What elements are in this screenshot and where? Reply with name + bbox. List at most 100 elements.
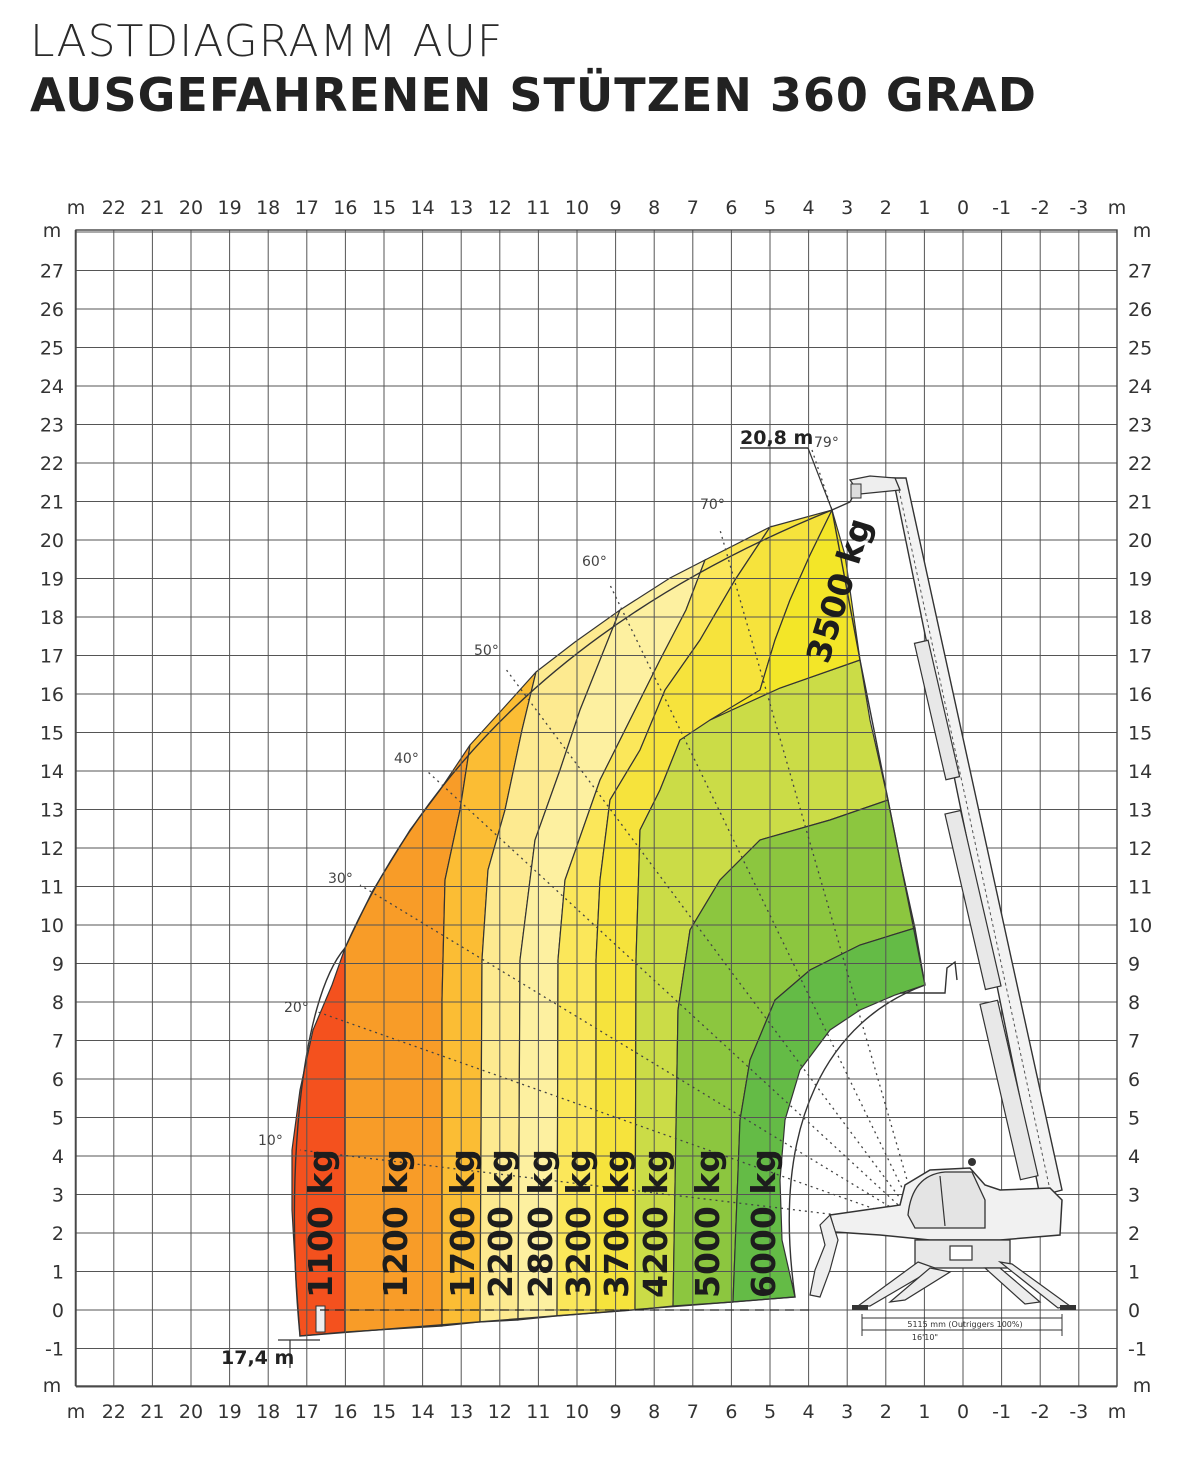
labels: 20,8 m 17,4 m 1100 kg 1200 kg 1700 kg 2200 kg… [221, 427, 879, 1369]
y-tick-label-left: 4 [52, 1146, 64, 1168]
x-tick-label-bottom: 22 [102, 1401, 126, 1423]
front-arm [809, 1213, 839, 1298]
x-tick-label-top: 13 [449, 197, 473, 219]
y-tick-label-right: 2 [1128, 1223, 1140, 1245]
y-tick-label-left: 17 [40, 646, 64, 668]
x-tick-label-bottom: -1 [992, 1401, 1011, 1423]
x-tick-label-bottom: 8 [648, 1401, 660, 1423]
x-tick-label-top: 11 [526, 197, 550, 219]
y-tick-label-left: 12 [40, 838, 64, 860]
x-tick-label-top: 15 [372, 197, 396, 219]
y-tick-label-right: 4 [1128, 1146, 1140, 1168]
x-tick-label-top: 10 [565, 197, 589, 219]
x-tick-label-bottom: 10 [565, 1401, 589, 1423]
y-tick-label-right: 20 [1128, 530, 1152, 552]
angle-lines: 10° 20° 30° 40° 50° 60° 70° 79° [258, 435, 921, 1226]
x-tick-label-bottom: 4 [803, 1401, 815, 1423]
x-tick-label-bottom: 18 [256, 1401, 280, 1423]
load-label: 3200 kg [559, 1149, 598, 1298]
x-tick-label-bottom: 14 [411, 1401, 435, 1423]
angle-label: 50° [474, 643, 499, 659]
x-tick-label-top: 5 [764, 197, 776, 219]
angle-label: 70° [700, 497, 725, 513]
angle-line [811, 449, 833, 511]
load-label: 4200 kg [636, 1149, 675, 1298]
y-tick-label-right: 17 [1128, 646, 1152, 668]
y-unit-label: m [43, 1375, 62, 1397]
angle-label: 10° [258, 1133, 283, 1149]
y-tick-label-left: 23 [40, 415, 64, 437]
x-tick-label-top: -3 [1069, 197, 1088, 219]
x-unit-label: m [1108, 197, 1127, 219]
load-envelope [293, 509, 926, 1337]
telescopic-boom [892, 477, 1063, 1197]
x-tick-label-top: -2 [1031, 197, 1050, 219]
load-label: 3700 kg [597, 1149, 636, 1298]
x-tick-label-bottom: 19 [218, 1401, 242, 1423]
y-tick-label-right: 3 [1128, 1185, 1140, 1207]
y-tick-label-left: 24 [40, 376, 64, 398]
outrigger-span-label: 5115 mm (Outriggers 100%) [907, 1320, 1022, 1329]
x-tick-label-top: 17 [295, 197, 319, 219]
y-tick-label-right: -1 [1128, 1339, 1147, 1361]
max-reach-label: 17,4 m [221, 1347, 294, 1369]
x-tick-label-bottom: 5 [764, 1401, 776, 1423]
y-tick-label-left: 7 [52, 1031, 64, 1053]
outrigger-left [888, 1267, 952, 1303]
x-tick-label-top: 6 [725, 197, 737, 219]
max-height-leader [807, 447, 833, 511]
y-tick-label-left: 0 [52, 1300, 64, 1322]
boom-section [944, 809, 1002, 991]
angle-line [609, 584, 921, 1226]
y-tick-label-left: 25 [40, 338, 64, 360]
boom-section [913, 639, 961, 781]
x-tick-label-bottom: 1 [918, 1401, 930, 1423]
y-tick-label-left: 9 [52, 954, 64, 976]
x-tick-label-bottom: 17 [295, 1401, 319, 1423]
y-tick-label-right: 13 [1128, 800, 1152, 822]
y-tick-label-right: 14 [1128, 761, 1152, 783]
y-unit-label: m [43, 220, 62, 242]
x-tick-label-bottom: 21 [140, 1401, 164, 1423]
x-tick-label-top: 8 [648, 197, 660, 219]
outrigger-span-imperial-label: 16'10" [912, 1333, 938, 1342]
y-tick-label-right: 16 [1128, 684, 1152, 706]
x-tick-label-bottom: -3 [1069, 1401, 1088, 1423]
y-tick-label-left: 13 [40, 800, 64, 822]
x-tick-label-bottom: 9 [610, 1401, 622, 1423]
y-unit-label: m [1133, 1375, 1152, 1397]
x-tick-label-bottom: 7 [687, 1401, 699, 1423]
angle-line [359, 884, 921, 1226]
y-tick-label-left: 5 [52, 1108, 64, 1130]
angle-label: 20° [284, 1000, 309, 1016]
grid: 2222212120201919181817171616151514141313… [40, 197, 1152, 1423]
title-line-1: LASTDIAGRAMM AUF [30, 16, 504, 67]
boom-hydraulic-line [898, 489, 1051, 1191]
y-tick-label-left: 15 [40, 723, 64, 745]
y-tick-label-right: 0 [1128, 1300, 1140, 1322]
angle-label: 30° [328, 871, 353, 887]
load-zones [291, 508, 926, 1337]
y-tick-label-left: -1 [45, 1339, 64, 1361]
y-tick-label-right: 6 [1128, 1069, 1140, 1091]
angle-label: 40° [394, 751, 419, 767]
y-tick-label-left: 27 [40, 261, 64, 283]
angle-line [719, 529, 921, 1226]
y-tick-label-left: 14 [40, 761, 64, 783]
y-tick-label-right: 5 [1128, 1108, 1140, 1130]
load-label: 1200 kg [376, 1149, 415, 1298]
x-tick-label-bottom: -2 [1031, 1401, 1050, 1423]
y-tick-label-right: 9 [1128, 954, 1140, 976]
max-height-label: 20,8 m [740, 427, 813, 449]
angle-line [504, 667, 921, 1226]
y-tick-label-right: 11 [1128, 877, 1152, 899]
x-tick-label-bottom: 13 [449, 1401, 473, 1423]
load-label: 5000 kg [688, 1149, 727, 1298]
x-tick-label-top: 18 [256, 197, 280, 219]
y-tick-label-left: 10 [40, 915, 64, 937]
x-tick-label-top: -1 [992, 197, 1011, 219]
y-tick-label-right: 22 [1128, 453, 1152, 475]
boom-section [979, 999, 1039, 1181]
x-tick-label-bottom: 6 [725, 1401, 737, 1423]
